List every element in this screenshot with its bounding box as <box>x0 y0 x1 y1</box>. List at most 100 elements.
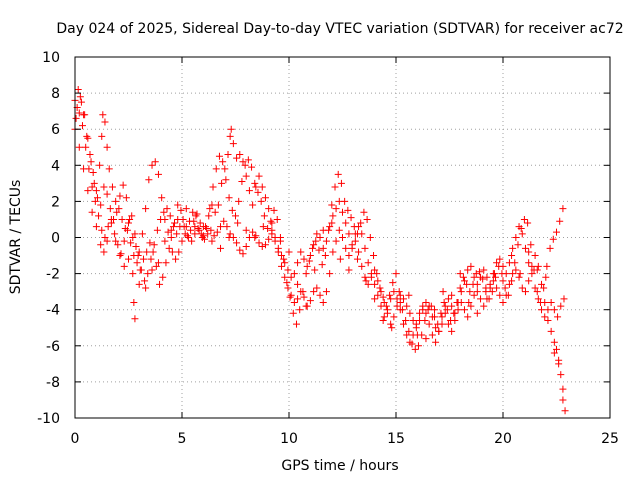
data-point <box>205 212 213 220</box>
y-tick-label: -2 <box>46 267 60 283</box>
data-point <box>425 302 433 310</box>
data-point <box>348 241 356 249</box>
data-point <box>473 280 481 288</box>
data-point <box>129 270 137 278</box>
data-point <box>147 255 155 263</box>
data-point <box>425 320 433 328</box>
data-point <box>188 237 196 245</box>
data-point <box>300 255 308 263</box>
data-point <box>193 210 201 218</box>
data-point <box>203 224 211 232</box>
data-point <box>305 257 313 265</box>
data-point <box>509 244 517 252</box>
data-point <box>72 114 80 122</box>
data-point <box>213 228 221 236</box>
data-point <box>171 219 179 227</box>
data-point <box>265 205 273 213</box>
data-point <box>133 259 141 267</box>
data-point <box>399 295 407 303</box>
data-point <box>416 317 424 325</box>
data-point <box>235 197 243 205</box>
data-point <box>403 331 411 339</box>
data-point <box>316 291 324 299</box>
data-point <box>335 226 343 234</box>
data-point <box>396 291 404 299</box>
data-point <box>252 232 260 240</box>
data-point <box>561 407 569 415</box>
data-point <box>86 150 94 158</box>
data-point <box>129 234 137 241</box>
data-point <box>286 293 294 301</box>
data-point <box>223 223 231 231</box>
data-point <box>294 280 302 288</box>
data-point <box>316 234 324 241</box>
data-point <box>492 273 500 281</box>
data-point <box>319 298 327 306</box>
data-point <box>76 93 84 101</box>
data-point <box>390 288 398 296</box>
data-point <box>416 309 424 317</box>
data-point <box>351 237 359 245</box>
data-point <box>134 252 142 260</box>
data-point <box>225 194 233 202</box>
data-point <box>443 306 451 314</box>
data-point <box>268 219 276 227</box>
data-point <box>226 230 234 238</box>
data-point <box>74 85 82 93</box>
data-point <box>164 228 172 236</box>
data-point <box>285 248 293 256</box>
data-point <box>313 284 321 292</box>
data-point <box>390 313 398 321</box>
data-point <box>284 284 292 292</box>
data-point <box>249 228 257 236</box>
data-point <box>276 237 284 245</box>
data-point <box>438 313 446 321</box>
data-point <box>345 252 353 260</box>
data-point <box>242 226 250 234</box>
data-point <box>496 291 504 299</box>
data-point <box>480 302 488 310</box>
data-point <box>80 165 88 173</box>
data-point <box>334 170 342 178</box>
data-point <box>130 298 138 306</box>
data-point <box>204 230 212 238</box>
data-point <box>525 248 533 256</box>
data-point <box>541 313 549 321</box>
data-point <box>512 234 520 241</box>
data-point <box>132 243 140 251</box>
data-point <box>281 259 289 267</box>
data-point <box>259 223 267 231</box>
data-point <box>371 266 379 274</box>
data-point <box>116 192 124 200</box>
data-point <box>483 295 491 303</box>
y-tick-label: -8 <box>46 375 60 391</box>
data-point <box>221 165 229 173</box>
data-point <box>422 309 430 317</box>
data-point <box>538 306 546 314</box>
data-point <box>122 194 130 202</box>
data-point <box>508 277 516 285</box>
data-point <box>508 252 516 260</box>
data-point <box>189 208 197 216</box>
data-point <box>396 298 404 306</box>
data-point <box>405 291 413 299</box>
data-point <box>406 309 414 317</box>
data-point <box>198 234 206 241</box>
data-point <box>284 266 292 274</box>
data-point <box>499 277 507 285</box>
data-point <box>542 273 550 281</box>
data-point <box>244 156 252 164</box>
data-point <box>278 262 286 270</box>
data-point <box>131 315 139 323</box>
data-point <box>178 237 186 245</box>
data-point <box>351 230 359 238</box>
data-point <box>524 219 532 227</box>
data-point <box>413 331 421 339</box>
data-point <box>251 234 259 241</box>
data-point <box>441 302 449 310</box>
data-point <box>206 205 214 213</box>
data-point <box>553 345 560 353</box>
data-point <box>332 205 340 213</box>
data-point <box>236 150 244 158</box>
x-tick-label: 25 <box>601 431 619 447</box>
